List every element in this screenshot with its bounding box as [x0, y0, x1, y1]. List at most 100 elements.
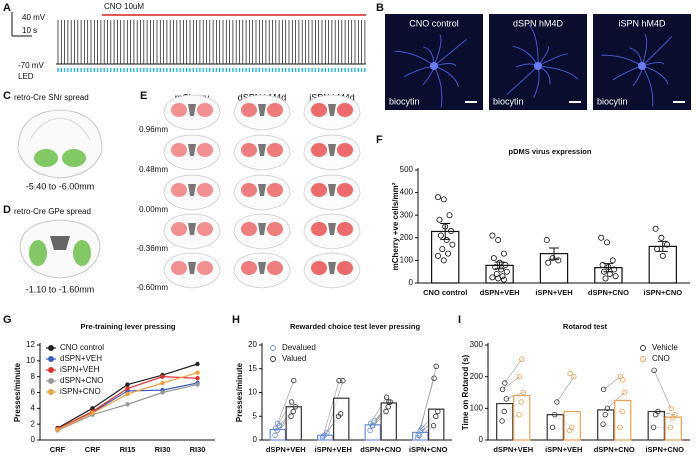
y-tick-label: 4	[31, 403, 36, 412]
ventricle	[258, 184, 266, 196]
data-point	[599, 261, 606, 268]
y-tick-label: 400	[400, 188, 414, 197]
pair-line	[502, 376, 520, 390]
x-tick-label: iSPN+CNO	[644, 288, 683, 297]
neurite	[528, 24, 539, 67]
pair-line	[504, 359, 522, 384]
data-point	[617, 424, 623, 431]
section-range: -1.10 to -1.60mm	[26, 284, 95, 294]
data-point	[606, 270, 613, 277]
panel-d: retro-Cre GPe spread -1.10 to -1.60mm	[14, 207, 101, 294]
y-axis-label: Presses/minute	[235, 362, 244, 422]
neurite	[537, 53, 568, 67]
bar	[546, 414, 564, 441]
panel-letter: C	[3, 90, 11, 102]
data-point	[125, 391, 130, 397]
data-point	[340, 377, 346, 384]
data-point	[519, 356, 525, 362]
spread	[29, 240, 47, 266]
data-point	[552, 411, 558, 418]
data-point	[605, 264, 612, 271]
data-point	[432, 413, 439, 419]
panel-title: retro-Cre GPe spread	[14, 207, 91, 216]
chart-title: Rewarded choice test lever pressing	[290, 322, 420, 331]
data-point	[664, 241, 671, 248]
data-point	[371, 418, 378, 424]
data-point	[502, 261, 509, 268]
data-point	[439, 246, 446, 253]
x-tick-label: dSPN+CNO	[588, 288, 629, 297]
data-point	[490, 255, 497, 262]
row-label: -0.60mm	[136, 283, 168, 292]
data-point	[495, 275, 502, 282]
y-tick-label: 6	[31, 388, 36, 397]
legend-label: dSPN+CNO	[60, 376, 103, 385]
chart: Pre-training lever pressing Presses/minut…	[13, 322, 215, 454]
y-tick-label: 200	[400, 233, 414, 242]
data-point	[370, 423, 376, 429]
injection-spread	[337, 222, 353, 236]
data-point	[443, 237, 450, 244]
pair-line	[603, 376, 621, 390]
x-tick-label: iSPN+VEH	[535, 288, 572, 297]
data-point	[489, 274, 496, 281]
data-point	[160, 380, 165, 386]
data-point	[499, 386, 506, 393]
legend-marker	[270, 356, 276, 362]
injection-spread	[197, 103, 213, 117]
legend-marker	[48, 389, 54, 395]
data-point	[612, 273, 619, 280]
data-point	[440, 196, 447, 203]
data-point	[549, 255, 556, 262]
ventricle	[188, 104, 196, 116]
data-point	[571, 373, 577, 380]
data-point	[90, 406, 95, 411]
pair-line	[419, 366, 437, 431]
data-point	[489, 232, 496, 239]
injection-spread	[267, 183, 283, 197]
data-point	[337, 411, 344, 417]
data-point	[324, 430, 330, 436]
data-point	[160, 374, 165, 379]
legend-label: Vehicle	[652, 343, 678, 352]
y-tick-label: 500	[400, 165, 414, 174]
data-point	[195, 370, 200, 375]
injection-spread	[241, 222, 257, 236]
y-tick-label: 300	[400, 210, 414, 219]
charts: pDMS virus expression mCherry +ve cells/m…	[13, 147, 690, 454]
x-tick-label: dSPN+VEH	[266, 445, 306, 454]
data-point	[602, 275, 609, 282]
data-point	[603, 239, 610, 246]
data-point	[549, 424, 556, 431]
data-point	[503, 396, 510, 402]
pair-line	[556, 376, 575, 403]
bar	[563, 410, 581, 441]
legend-label: iSPN+CNO	[60, 387, 101, 396]
legend-label: CNO	[652, 354, 670, 363]
data-point	[604, 405, 611, 412]
data-point	[652, 225, 659, 232]
x-tick-label: CNO control	[423, 288, 467, 297]
data-point	[555, 257, 562, 264]
y-tick-label: 20	[248, 340, 257, 349]
injection-spread	[171, 261, 187, 275]
y-axis-label: Time on Rotarod (s)	[461, 354, 470, 430]
x-tick-label: dSPN+VEH	[493, 445, 533, 454]
led-label: LED	[18, 72, 34, 81]
panel-letter: B	[376, 2, 384, 14]
data-point	[433, 363, 439, 370]
ventricle	[258, 262, 266, 274]
y-tick-label: 100	[470, 403, 484, 412]
data-point	[320, 433, 326, 439]
data-point	[609, 257, 616, 264]
data-point	[503, 268, 510, 275]
y-tick-label: 5	[253, 411, 258, 420]
legend-marker	[640, 356, 646, 362]
image-title: iSPN hM4D	[618, 18, 666, 28]
bar	[664, 416, 682, 441]
panel-b: CNO control biocytin dSPN hM4D biocytin iSPN…	[385, 14, 691, 110]
pair-line	[277, 380, 295, 424]
injection-spread	[171, 183, 187, 197]
soma	[430, 62, 438, 70]
legend-label: CNO control	[60, 343, 104, 352]
